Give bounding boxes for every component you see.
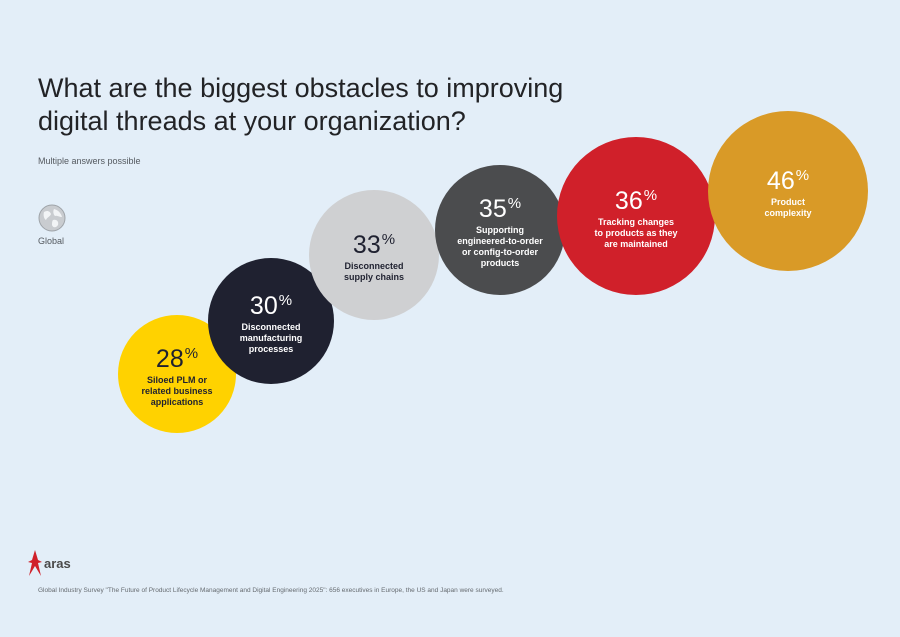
bubble-4: 35% Supporting engineered-to-order or confi… <box>435 165 565 295</box>
bubble-label: Disconnected supply chains <box>344 261 404 283</box>
bubble-label-line: applications <box>150 396 204 407</box>
bubble-value: 30% <box>250 288 292 319</box>
footer-note: Global Industry Survey "The Future of Pr… <box>38 587 504 594</box>
bubble-3: 33% Disconnected supply chains <box>309 190 439 320</box>
bubble-value-unit: % <box>507 195 522 212</box>
bubble-label-line: Product <box>770 197 805 207</box>
logo-text: aras <box>44 555 71 571</box>
bubble-value-number: 30 <box>249 291 278 320</box>
bubble-value-unit: % <box>278 291 293 309</box>
bubble-value: 33% <box>353 227 395 258</box>
bubble-label-line: or config-to-order <box>461 247 538 257</box>
bubble-6: 46% Product complexity <box>708 111 868 271</box>
bubble-label-line: related business <box>141 385 213 396</box>
bubble-label-line: are maintained <box>604 238 668 249</box>
bubble-label-line: complexity <box>764 208 812 218</box>
bubble-value-unit: % <box>381 231 396 248</box>
bubble-value-unit: % <box>643 186 658 204</box>
bubble-label-line: Disconnected <box>344 261 404 271</box>
bubble-label: Product complexity <box>764 197 811 219</box>
bubble-value-unit: % <box>184 344 199 362</box>
bubble-label-line: products <box>480 258 520 268</box>
bubble-value-number: 36 <box>614 186 643 215</box>
bubble-value: 35% <box>479 191 521 222</box>
bubble-value: 36% <box>615 183 657 214</box>
scope-label: Global <box>38 236 65 246</box>
bubble-value-number: 33 <box>352 231 381 259</box>
bubble-value: 46% <box>767 163 809 194</box>
bubble-label-line: supply chains <box>343 272 405 282</box>
chart-subtitle: Multiple answers possible <box>38 156 141 166</box>
bubble-label: Siloed PLM or related business application… <box>141 375 212 408</box>
bubble-label-line: Disconnected <box>241 321 301 332</box>
bubble-label-line: Tracking changes <box>597 216 674 227</box>
bubble-label: Disconnected manufacturing processes <box>240 322 303 355</box>
aras-logo: aras <box>28 550 71 576</box>
aras-logo-icon <box>28 550 42 576</box>
bubble-value-unit: % <box>795 167 810 184</box>
bubble-value-number: 35 <box>478 195 507 223</box>
globe-icon <box>38 204 66 232</box>
bubble-2: 30% Disconnected manufacturing processes <box>208 258 334 384</box>
bubble-value-number: 46 <box>766 167 795 195</box>
bubble-5: 36% Tracking changes to products as they ar… <box>557 137 715 295</box>
bubble-label-line: processes <box>248 343 294 354</box>
bubble-label: Tracking changes to products as they are m… <box>594 217 677 250</box>
bubble-label-line: Supporting <box>475 225 524 235</box>
bubble-label: Supporting engineered-to-order or config-t… <box>457 225 543 269</box>
bubble-label-line: manufacturing <box>239 332 303 343</box>
bubble-label-line: engineered-to-order <box>457 236 543 246</box>
bubble-value-number: 28 <box>155 344 184 373</box>
bubble-label-line: Siloed PLM or <box>146 374 207 385</box>
bubble-label-line: to products as they <box>594 227 678 238</box>
bubble-value: 28% <box>156 341 198 372</box>
chart-title: What are the biggest obstacles to improv… <box>38 73 564 136</box>
